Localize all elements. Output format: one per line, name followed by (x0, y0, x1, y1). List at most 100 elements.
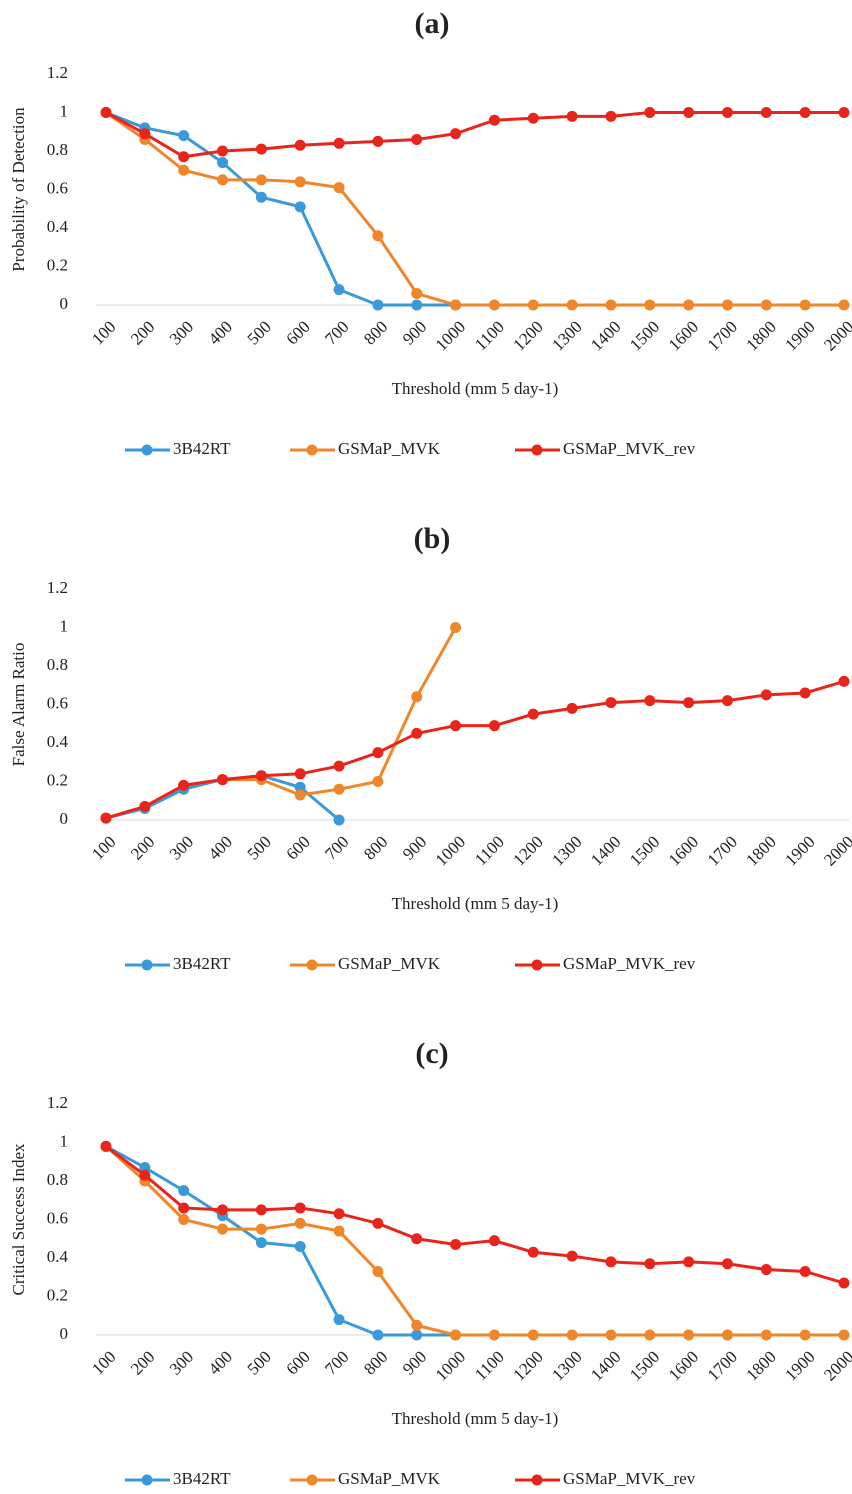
point (760, 689, 772, 701)
x-tick-label: 300 (166, 317, 197, 348)
legend-label: GSMaP_MVK (338, 439, 441, 458)
point (178, 164, 190, 176)
legend-marker (531, 1474, 543, 1486)
point (488, 720, 500, 732)
chart-title: (c) (415, 1037, 448, 1070)
point (760, 299, 772, 311)
point (411, 1319, 423, 1331)
y-tick-label: 0.8 (47, 1170, 68, 1189)
legend-marker (531, 959, 543, 971)
x-tick-label: 1500 (626, 1347, 663, 1384)
x-tick-label: 500 (243, 1347, 274, 1378)
point (450, 720, 462, 732)
point (178, 779, 190, 791)
point (411, 1329, 423, 1341)
point (488, 114, 500, 126)
point (139, 801, 151, 813)
legend-marker (531, 444, 543, 456)
point (178, 1185, 190, 1197)
x-tick-label: 400 (205, 317, 236, 348)
x-tick-label: 1400 (587, 832, 624, 869)
x-tick-label: 1700 (704, 1347, 741, 1384)
x-tick-label: 900 (399, 832, 430, 863)
x-tick-label: 1400 (587, 317, 624, 354)
y-tick-label: 0.6 (47, 693, 68, 712)
x-tick-label: 600 (282, 1347, 313, 1378)
x-tick-label: 1300 (548, 832, 585, 869)
point (411, 691, 423, 703)
y-tick-label: 0.2 (47, 255, 68, 274)
point (100, 1140, 112, 1152)
point (178, 1202, 190, 1214)
x-tick-label: 900 (399, 317, 430, 348)
point (294, 1202, 306, 1214)
point (450, 128, 462, 140)
legend-label: 3B42RT (173, 1469, 231, 1488)
point (450, 1329, 462, 1341)
point (217, 1223, 229, 1235)
x-tick-label: 200 (127, 832, 158, 863)
point (255, 174, 267, 186)
point (605, 299, 617, 311)
x-tick-label: 1100 (471, 317, 508, 354)
point (644, 1258, 656, 1270)
x-tick-label: 800 (360, 1347, 391, 1378)
legend-marker (306, 959, 318, 971)
y-tick-label: 0.2 (47, 770, 68, 789)
series-line (105, 111, 456, 307)
point (644, 299, 656, 311)
point (217, 1204, 229, 1216)
point (488, 1235, 500, 1247)
y-tick-label: 0.4 (47, 1247, 69, 1266)
x-tick-label: 1200 (509, 317, 546, 354)
y-tick-label: 0.6 (47, 1208, 68, 1227)
y-tick-label: 0.8 (47, 655, 68, 674)
point (333, 182, 345, 194)
point (799, 1265, 811, 1277)
point (217, 774, 229, 786)
point (294, 201, 306, 213)
point (527, 112, 539, 124)
x-tick-label: 1300 (548, 1347, 585, 1384)
point (255, 191, 267, 203)
point (372, 1265, 384, 1277)
legend-marker (141, 1474, 153, 1486)
series-line (105, 111, 844, 159)
y-tick-label: 1.2 (47, 578, 68, 597)
point (411, 727, 423, 739)
x-tick-label: 1500 (626, 317, 663, 354)
x-tick-label: 800 (360, 317, 391, 348)
x-tick-label: 1300 (548, 317, 585, 354)
x-tick-label: 1200 (509, 1347, 546, 1384)
point (294, 176, 306, 188)
y-tick-label: 0 (60, 809, 69, 828)
x-axis-label: Threshold (mm 5 day-1) (392, 379, 559, 398)
x-tick-label: 1900 (781, 317, 818, 354)
legend-label: 3B42RT (173, 954, 231, 973)
point (411, 287, 423, 299)
legend-marker (306, 444, 318, 456)
x-tick-label: 2000 (820, 832, 852, 869)
point (372, 747, 384, 759)
x-axis-label: Threshold (mm 5 day-1) (392, 894, 559, 913)
y-tick-label: 1 (60, 101, 69, 120)
point (139, 128, 151, 140)
point (294, 139, 306, 151)
point (372, 135, 384, 147)
y-tick-label: 1 (60, 1131, 69, 1150)
point (644, 695, 656, 707)
x-tick-label: 400 (205, 832, 236, 863)
point (333, 1225, 345, 1237)
point (372, 1217, 384, 1229)
chart-title: (a) (415, 7, 450, 40)
x-tick-label: 2000 (820, 1347, 852, 1384)
point (333, 137, 345, 149)
point (255, 1223, 267, 1235)
series-line (105, 111, 844, 307)
point (333, 760, 345, 772)
y-axis-label: Critical Success Index (9, 1143, 28, 1296)
x-tick-label: 400 (205, 1347, 236, 1378)
point (294, 1217, 306, 1229)
x-tick-label: 300 (166, 1347, 197, 1378)
point (760, 1264, 772, 1276)
